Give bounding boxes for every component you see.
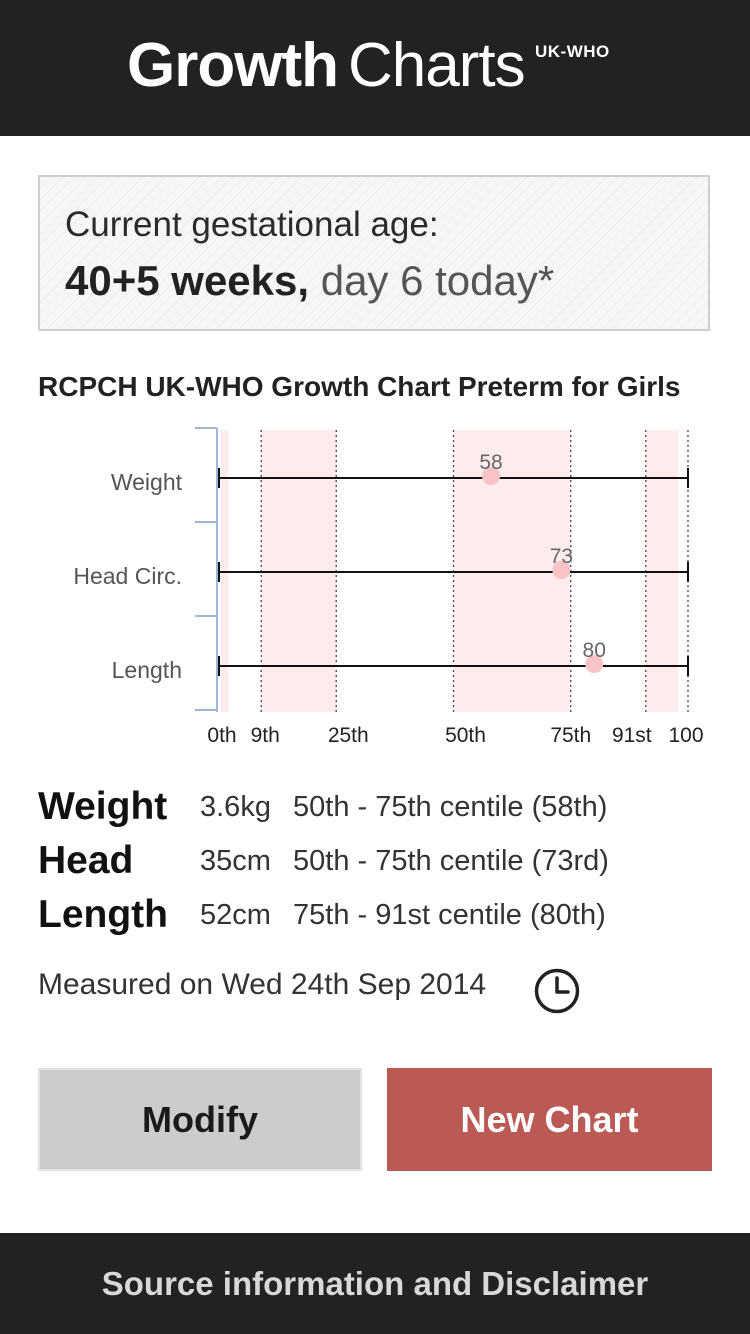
x-tick-label: 91st	[612, 724, 652, 747]
x-tick-label: 75th	[550, 724, 591, 747]
clock-icon[interactable]	[533, 967, 581, 1015]
source-disclaimer-link[interactable]: Source information and Disclaimer	[0, 1233, 750, 1334]
centile-chart: 58 Weight 73 Head Circ. 80 Length 0th 9th 25th 50…	[73, 427, 704, 747]
gestational-age-value: 40+5 weeks, day 6 today*	[65, 257, 554, 305]
data-point	[585, 655, 604, 673]
gestational-age-day: day 6 today*	[320, 257, 555, 304]
summary-name: Length	[38, 893, 168, 936]
data-point	[482, 467, 501, 485]
summary-name: Head	[38, 839, 134, 882]
data-label: 80	[583, 639, 606, 662]
summary-value: 35cm	[200, 845, 271, 877]
logo-suffix: UK-WHO	[535, 42, 610, 61]
new-chart-button[interactable]: New Chart	[387, 1068, 712, 1171]
gestational-age-box: Current gestational age: 40+5 weeks, day…	[38, 175, 710, 331]
row-label: Length	[112, 657, 182, 683]
app-header: Growth Charts UK-WHO	[0, 0, 750, 136]
x-tick-label: 100	[668, 724, 703, 747]
data-point	[552, 561, 571, 579]
logo-growth: Growth	[127, 31, 339, 100]
x-tick-label: 25th	[328, 724, 369, 747]
data-label: 73	[550, 545, 573, 568]
summary-value: 3.6kg	[200, 791, 271, 823]
summary-value: 52cm	[200, 899, 271, 931]
data-label: 58	[479, 451, 502, 474]
gestational-age-weeks: 40+5 weeks,	[65, 257, 310, 304]
summary-centile: 50th - 75th centile (58th)	[293, 791, 608, 823]
summary-centile: 50th - 75th centile (73rd)	[293, 845, 609, 877]
measured-date: Measured on Wed 24th Sep 2014	[38, 968, 487, 1001]
x-tick-label: 9th	[251, 724, 280, 747]
x-tick-label: 50th	[445, 724, 486, 747]
logo-charts: Charts	[348, 31, 526, 100]
x-tick-label: 0th	[207, 724, 236, 747]
row-label: Head Circ.	[73, 563, 182, 589]
row-label: Weight	[111, 469, 183, 495]
modify-button[interactable]: Modify	[38, 1068, 362, 1171]
summary-centile: 75th - 91st centile (80th)	[293, 899, 606, 931]
chart-title: RCPCH UK-WHO Growth Chart Preterm for Gi…	[38, 371, 681, 402]
summary-name: Weight	[38, 785, 168, 828]
gestational-age-label: Current gestational age:	[65, 205, 439, 244]
footer-label: Source information and Disclaimer	[101, 1264, 649, 1302]
